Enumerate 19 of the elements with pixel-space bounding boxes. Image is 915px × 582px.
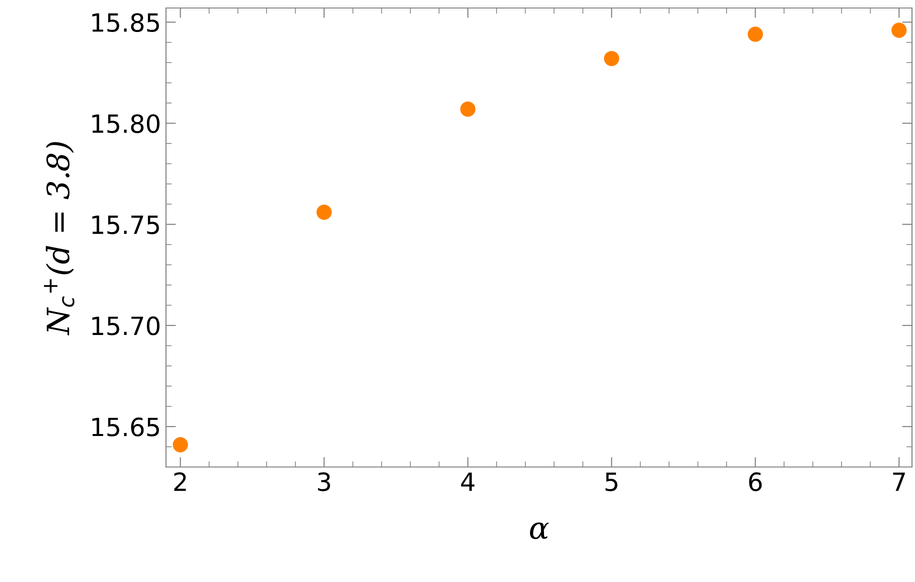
y-tick-label: 15.75: [92, 216, 159, 234]
point: [891, 22, 907, 38]
x-tick-label: 5: [606, 472, 618, 492]
point: [748, 26, 763, 42]
x-tick-label: 7: [893, 472, 905, 491]
point: [460, 101, 476, 117]
y-tick-label: 15.70: [92, 316, 160, 336]
point: [316, 204, 332, 220]
y-tick-label: 15.80: [92, 114, 160, 134]
x-tick-label: 3: [318, 472, 330, 492]
x-tick-label: 2: [174, 472, 186, 491]
point: [604, 50, 620, 66]
point: [172, 437, 188, 452]
y-tick-label: 15.65: [92, 418, 159, 436]
y-axis-title: N$_{c}$$^{+}$(d = 3.8): [44, 142, 74, 336]
x-tick-label: 4: [461, 472, 474, 491]
x-tick-label: 6: [749, 472, 762, 492]
y-tick-label: 15.85: [92, 13, 159, 32]
x-axis-title: α: [530, 522, 549, 540]
